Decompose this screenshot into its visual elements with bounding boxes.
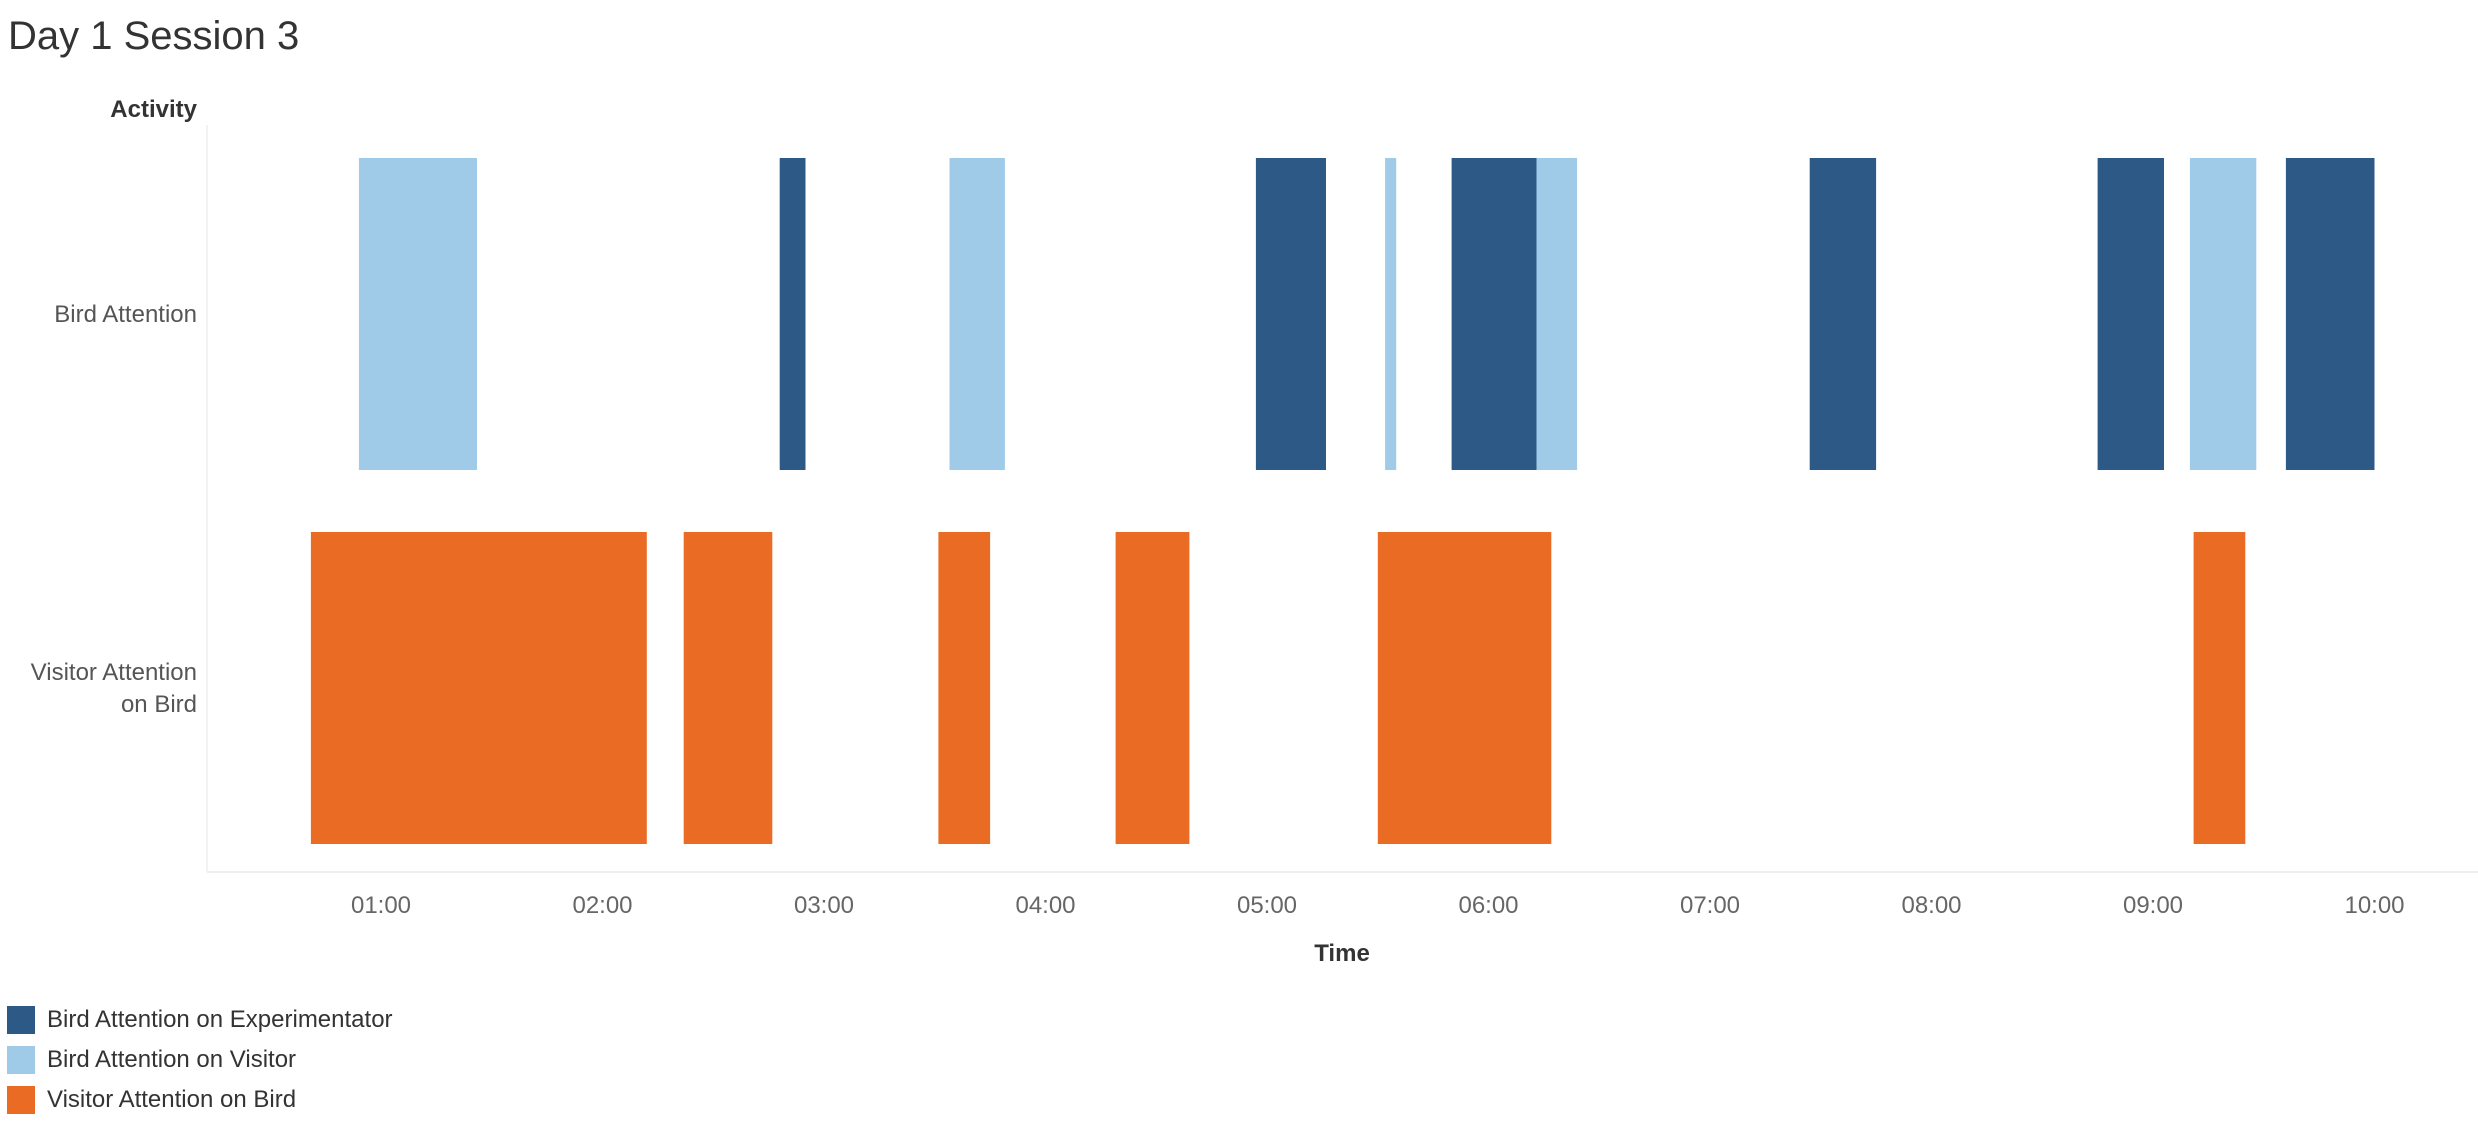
bird-attention-on-experimentator-bar-2[interactable]	[1255, 158, 1326, 470]
legend-item-visitor-attention-on-bird[interactable]: Visitor Attention on Bird	[7, 1080, 393, 1120]
visitor-attention-on-bird-bar-2[interactable]	[683, 532, 773, 844]
legend: Bird Attention on Experimentator Bird Att…	[7, 1000, 393, 1120]
legend-swatch	[7, 1086, 35, 1114]
x-ticks: 01:00 02:00 03:00 04:00 05:00 06:00 07:00 08:00…	[351, 892, 2405, 919]
visitor-attention-on-bird-bar-5[interactable]	[1377, 532, 1552, 844]
x-tick-label: 06:00	[1458, 892, 1518, 919]
x-tick-label: 05:00	[1237, 892, 1297, 919]
legend-swatch	[7, 1006, 35, 1034]
bird-attention-on-experimentator-bar-5[interactable]	[2097, 158, 2164, 470]
bird-attention-on-visitor-bar-2[interactable]	[949, 158, 1005, 470]
x-tick-label: 01:00	[351, 892, 411, 919]
visitor-attention-on-bird-bar-4[interactable]	[1115, 532, 1190, 844]
bird-attention-on-experimentator-bar-6[interactable]	[2285, 158, 2375, 470]
x-tick-label: 04:00	[1015, 892, 1075, 919]
x-tick-label: 08:00	[1901, 892, 1961, 919]
row-label-line: Visitor Attention	[31, 659, 197, 686]
row-label-visitor-attention-on-bird: Visitor Attention on Bird	[31, 659, 197, 718]
row-labels: Bird Attention Visitor Attention on Bird	[31, 301, 197, 718]
row-label-line: on Bird	[121, 691, 197, 718]
legend-item-bird-attention-on-experimentator[interactable]: Bird Attention on Experimentator	[7, 1000, 393, 1040]
visitor-attention-on-bird-bar-6[interactable]	[2193, 532, 2246, 844]
x-tick-label: 02:00	[572, 892, 632, 919]
x-tick-label: 10:00	[2344, 892, 2404, 919]
x-tick-label: 09:00	[2123, 892, 2183, 919]
visitor-attention-on-bird-bar-3[interactable]	[938, 532, 991, 844]
bird-attention-on-visitor-bar-4[interactable]	[1536, 158, 1578, 470]
bird-attention-on-experimentator-bar-3[interactable]	[1451, 158, 1537, 470]
timeline-chart: Activity Bird Attention Visitor Attention…	[31, 96, 2478, 967]
legend-swatch	[7, 1046, 35, 1074]
bird-attention-on-experimentator-bar-1[interactable]	[779, 158, 806, 470]
legend-label: Visitor Attention on Bird	[47, 1086, 297, 1113]
bird-attention-on-experimentator-bar-4[interactable]	[1809, 158, 1877, 470]
visitor-attention-on-bird-bar-1[interactable]	[310, 532, 647, 844]
y-axis-title: Activity	[110, 96, 197, 123]
row-label-line: Bird Attention	[54, 301, 197, 328]
bird-attention-on-visitor-bar-5[interactable]	[2189, 158, 2257, 470]
x-axis-title: Time	[1314, 940, 1370, 967]
legend-label: Bird Attention on Visitor	[47, 1046, 297, 1073]
chart-title: Day 1 Session 3	[8, 14, 300, 58]
legend-item-bird-attention-on-visitor[interactable]: Bird Attention on Visitor	[7, 1040, 393, 1080]
x-tick-label: 07:00	[1680, 892, 1740, 919]
legend-label: Bird Attention on Experimentator	[47, 1006, 393, 1033]
row-label-bird-attention: Bird Attention	[54, 301, 197, 328]
x-tick-label: 03:00	[794, 892, 854, 919]
bird-attention-on-visitor-bar-1[interactable]	[358, 158, 477, 470]
bird-attention-on-visitor-bar-3[interactable]	[1385, 158, 1397, 470]
bars-group	[310, 158, 2375, 844]
